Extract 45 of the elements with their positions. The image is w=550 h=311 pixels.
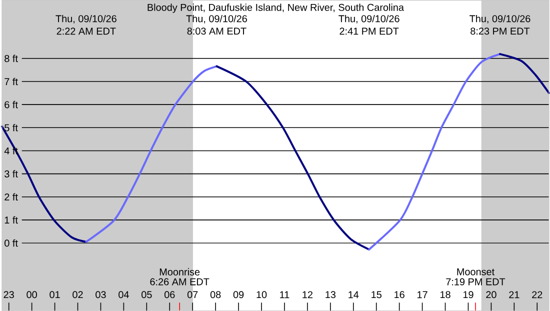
annotation: 7:19 PM EDT (446, 278, 506, 286)
y-tick-label: 1 ft (4, 216, 18, 224)
annotation: Thu, 09/10/26 (470, 14, 530, 24)
x-tick-label: 10 (256, 291, 267, 298)
annotation: 6:26 AM EDT (150, 278, 210, 286)
annotation: 8:23 PM EDT (470, 28, 530, 35)
x-tick-label: 01 (50, 291, 60, 298)
y-tick-label: 6 ft (4, 100, 18, 108)
x-tick-label: 17 (418, 291, 428, 298)
y-tick-label: 8 ft (4, 54, 18, 62)
x-tick-label: 11 (280, 291, 290, 298)
y-tick-label: 7 ft (4, 78, 18, 86)
x-tick-label: 05 (142, 291, 152, 298)
annotation: 2:41 PM EDT (340, 28, 399, 35)
x-tick-label: 16 (394, 291, 404, 298)
y-tick-label: 5 ft (4, 124, 18, 132)
x-tick-label: 06 (164, 291, 175, 298)
chart-title: Bloody Point, Daufuskie Island, New River, South Carolina (148, 4, 404, 13)
x-tick-label: 14 (348, 291, 359, 298)
x-tick-label: 04 (118, 291, 129, 298)
annotation: 2:22 AM EDT (56, 28, 116, 35)
annotation: 8:03 AM EDT (187, 28, 246, 35)
x-tick-label: 00 (26, 291, 37, 298)
x-tick-label: 20 (486, 291, 496, 298)
x-tick-label: 02 (72, 291, 83, 298)
x-tick-label: 19 (463, 291, 474, 298)
y-tick-label: 0 ft (4, 239, 18, 247)
annotation: Thu, 09/10/26 (338, 14, 400, 24)
annotation: Moonrise (160, 268, 200, 276)
x-tick-label: 08 (210, 291, 221, 298)
x-tick-label: 03 (96, 291, 106, 298)
y-tick-label: 2 ft (4, 193, 18, 201)
y-tick-label: 3 ft (4, 170, 18, 178)
x-tick-label: 23 (4, 291, 14, 298)
x-tick-label: 07 (187, 291, 198, 298)
annotation: Moonset (457, 268, 495, 276)
x-tick-label: 13 (326, 291, 336, 298)
x-tick-label: 15 (372, 291, 382, 298)
annotation: Thu, 09/10/26 (56, 14, 116, 24)
annotation: Thu, 09/10/26 (186, 14, 247, 24)
x-tick-label: 18 (440, 291, 450, 298)
x-tick-label: 12 (302, 291, 312, 298)
x-tick-label: 21 (509, 291, 520, 298)
x-tick-label: 22 (532, 291, 542, 298)
x-tick-label: 09 (233, 291, 244, 298)
